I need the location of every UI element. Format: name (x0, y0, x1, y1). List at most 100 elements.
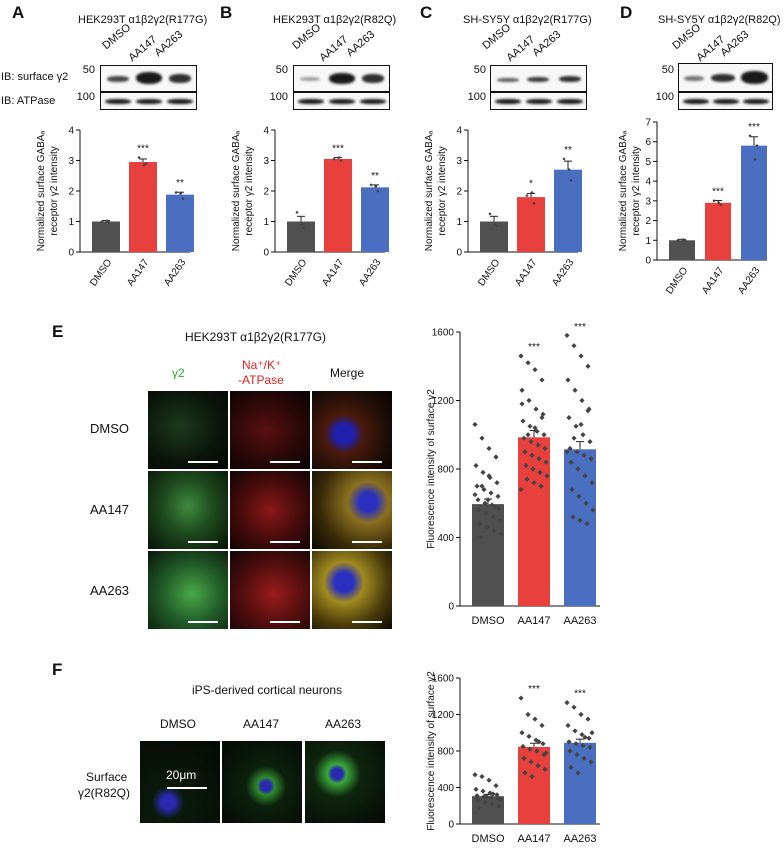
y-tick-label: 400 (437, 533, 454, 544)
data-point (374, 184, 378, 189)
data-point (564, 700, 570, 706)
data-point (565, 377, 571, 383)
panel-letter-b: B (220, 3, 233, 22)
data-point (332, 157, 336, 161)
chart-e: 0 400 800 1200 1600 Fluorescence intensity of… (426, 322, 600, 627)
y-tick-label: 800 (437, 465, 454, 476)
category-label: AA263 (357, 257, 383, 288)
data-point (543, 750, 549, 756)
micrograph-dmso-merge (312, 391, 392, 469)
data-point (574, 449, 580, 455)
data-point (376, 189, 380, 193)
data-point (497, 796, 503, 802)
data-point (533, 737, 539, 743)
y-axis-label: receptor γ2 intensity (49, 146, 60, 236)
y-tick-label: 2 (456, 187, 462, 198)
data-point (479, 483, 485, 489)
data-point (580, 432, 586, 438)
significance-label: ** (564, 145, 572, 156)
row-label-surface: Surface (86, 770, 128, 784)
row-label-dmso: DMSO (90, 421, 129, 436)
chart-d: 0 1 2 3 4 5 6 7 Normalized surface GABAₐ receptor… (618, 118, 767, 296)
data-point (542, 445, 548, 452)
data-point (681, 238, 685, 242)
data-point (490, 514, 496, 520)
data-point (578, 421, 584, 428)
category-label: AA147 (517, 615, 550, 627)
row-label-aa263: AA263 (90, 583, 130, 598)
data-point (475, 797, 481, 803)
y-tick-label: 1200 (432, 710, 455, 721)
blot-c-atpase (490, 92, 587, 110)
data-point (530, 466, 536, 472)
data-point (488, 490, 494, 496)
y-tick-label: 3 (68, 156, 74, 167)
data-point (755, 144, 759, 148)
data-point (539, 722, 545, 729)
data-point (337, 155, 341, 160)
bar-aa263 (564, 742, 596, 824)
data-point (533, 406, 539, 412)
data-point (488, 212, 492, 216)
panel-letter-f: F (52, 660, 63, 679)
data-point (525, 432, 531, 438)
panel-c-title: SH-SY5Y α1β2γ2(R177G) (463, 14, 592, 26)
data-point (474, 483, 480, 489)
category-label: DMSO (472, 615, 505, 627)
data-point (497, 517, 503, 523)
bar-aa147 (517, 197, 545, 252)
data-point (482, 500, 488, 506)
column-label-aa263: AA263 (325, 717, 362, 731)
data-point (473, 462, 479, 469)
y-tick-label: 4 (645, 177, 651, 188)
data-point (137, 155, 141, 160)
data-point (753, 157, 757, 162)
data-point (537, 469, 543, 476)
data-point (532, 716, 538, 722)
y-tick-label: 0 (456, 248, 462, 259)
data-point (144, 161, 148, 166)
data-point (472, 772, 478, 778)
data-point (486, 777, 492, 783)
data-point (521, 755, 527, 761)
data-point (493, 222, 497, 227)
data-point (587, 439, 593, 445)
data-point (485, 497, 491, 503)
data-point (498, 531, 504, 537)
bar-aa147 (518, 437, 550, 606)
panel-b-title: HEK293T α1β2γ2(R82Q) (273, 14, 397, 26)
column-label-na-k: Na⁺/K⁺ (242, 358, 282, 372)
bar-aa263 (564, 449, 596, 606)
category-label: DMSO (283, 257, 309, 288)
data-point (532, 367, 538, 373)
category-label: AA147 (513, 257, 539, 288)
bar-dmso (92, 221, 120, 252)
data-point (525, 711, 531, 718)
data-point (564, 332, 570, 339)
data-point (540, 741, 546, 747)
data-point (568, 764, 574, 771)
lane-label-dmso: DMSO (100, 21, 134, 52)
category-label: DMSO (664, 265, 690, 296)
bar-dmso (669, 240, 695, 260)
data-point (572, 728, 578, 734)
data-point (719, 203, 723, 207)
data-point (525, 360, 531, 366)
y-axis-label: Normalized surface GABAₐ (618, 131, 629, 252)
data-point (472, 492, 478, 498)
data-point (481, 486, 487, 493)
micrograph-dmso-atpase (230, 391, 310, 469)
data-point (579, 731, 585, 738)
lane-label-dmso: DMSO (480, 21, 514, 52)
micrograph-aa263-merge (312, 551, 392, 629)
bar-aa147 (324, 158, 352, 252)
data-point (302, 226, 306, 230)
y-tick-label: 0 (448, 820, 454, 831)
data-point (483, 794, 489, 800)
data-point (541, 432, 547, 438)
data-point (523, 462, 529, 469)
data-point (569, 486, 575, 493)
data-point (518, 353, 524, 359)
mw-50: 50 (82, 64, 95, 76)
